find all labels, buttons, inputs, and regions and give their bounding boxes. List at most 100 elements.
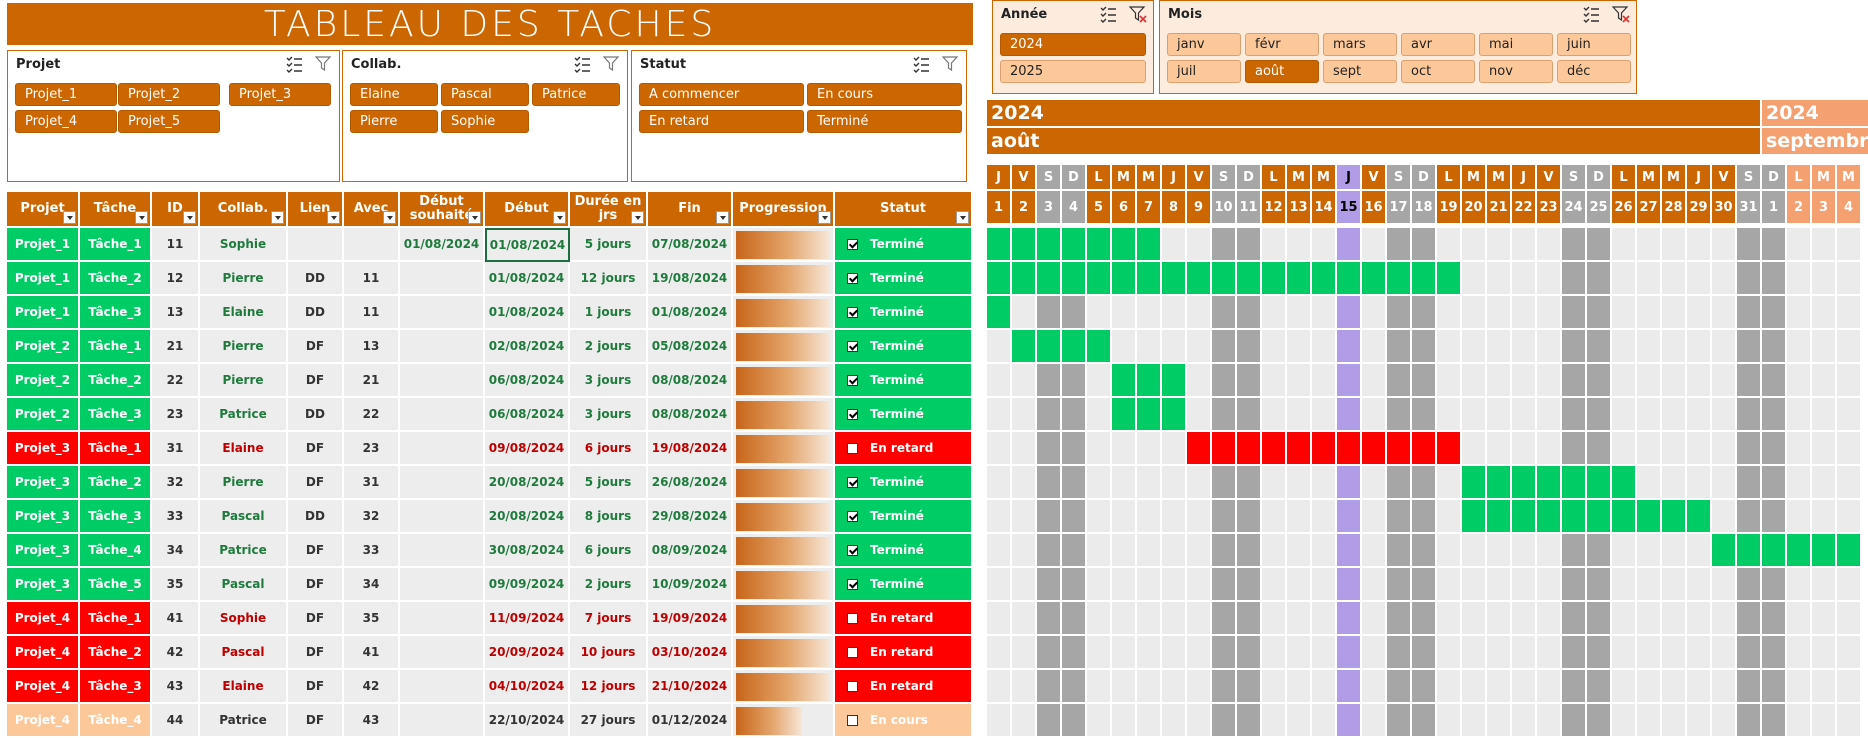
status-checkbox[interactable] [847,476,858,488]
table-cell-duree: 3 jours [570,398,648,432]
slicer-button-statut[interactable]: Terminé [807,110,962,133]
column-header-collab[interactable]: Collab. [200,192,288,226]
clear-filter-icon[interactable] [314,55,333,77]
status-checkbox[interactable] [847,510,858,522]
status-checkbox[interactable] [847,578,858,590]
filter-dropdown-icon[interactable] [63,211,76,224]
status-checkbox[interactable] [847,714,858,726]
clear-filter-icon[interactable] [1611,5,1630,27]
filter-dropdown-icon[interactable] [631,211,644,224]
slicer-button-collab[interactable]: Pascal [441,83,529,106]
gantt-day-letter: M [1837,163,1862,191]
column-header-projet[interactable]: Projet [7,192,80,226]
filter-dropdown-icon[interactable] [135,211,148,224]
clear-filter-icon[interactable] [1128,5,1147,27]
gantt-day-letter: M [1662,163,1687,191]
gantt-cell [1237,704,1262,738]
slicer-button-mois[interactable]: sept [1323,60,1397,83]
filter-dropdown-icon[interactable] [818,211,831,224]
filter-dropdown-icon[interactable] [468,211,481,224]
slicer-button-mois[interactable]: déc [1557,60,1631,83]
multi-select-icon[interactable] [285,55,303,77]
filter-dropdown-icon[interactable] [183,211,196,224]
gantt-cell [1087,398,1112,432]
gantt-cell [1412,296,1437,330]
slicer-button-collab[interactable]: Elaine [350,83,438,106]
filter-dropdown-icon[interactable] [271,211,284,224]
filter-dropdown-icon[interactable] [383,211,396,224]
slicer-button-mois[interactable]: juin [1557,33,1631,56]
gantt-cell [1512,568,1537,602]
clear-filter-icon[interactable] [602,55,621,77]
gantt-cell [1037,228,1062,262]
column-header-debut_souhaite[interactable]: Début souhaité [400,192,485,226]
status-checkbox[interactable] [847,680,858,692]
gantt-cell [1312,500,1337,534]
status-checkbox[interactable] [847,544,858,556]
multi-select-icon[interactable] [912,55,930,77]
status-checkbox[interactable] [847,306,858,318]
slicer-button-collab[interactable]: Patrice [532,83,620,106]
column-header-avec[interactable]: Avec [344,192,400,226]
slicer-button-mois[interactable]: avr [1401,33,1475,56]
column-header-label: Fin [678,201,701,216]
gantt-cell [1262,330,1287,364]
multi-select-icon[interactable] [573,55,591,77]
slicer-button-mois[interactable]: mai [1479,33,1553,56]
column-header-statut[interactable]: Statut [835,192,973,226]
filter-dropdown-icon[interactable] [956,211,969,224]
status-checkbox[interactable] [847,272,858,284]
gantt-cell [987,228,1012,262]
gantt-cell [1487,568,1512,602]
gantt-cell [1712,228,1737,262]
gantt-cell [987,296,1012,330]
column-header-duree[interactable]: Durée en jrs [570,192,648,226]
slicer-button-projet[interactable]: Projet_2 [118,83,220,106]
filter-dropdown-icon[interactable] [327,211,340,224]
column-header-id[interactable]: ID [152,192,200,226]
slicer-button-projet[interactable]: Projet_4 [15,110,117,133]
slicer-button-statut[interactable]: En cours [807,83,962,106]
slicer-button-mois[interactable]: nov [1479,60,1553,83]
filter-dropdown-icon[interactable] [716,211,729,224]
gantt-cell [1362,262,1387,296]
gantt-cell [1662,296,1687,330]
slicer-button-mois[interactable]: août [1245,60,1319,83]
column-header-fin[interactable]: Fin [648,192,733,226]
status-checkbox[interactable] [847,340,858,352]
slicer-button-mois[interactable]: janv [1167,33,1241,56]
status-checkbox[interactable] [847,408,858,420]
status-checkbox[interactable] [847,374,858,386]
clear-filter-icon[interactable] [941,55,960,77]
gantt-cell [1312,704,1337,738]
slicer-button-mois[interactable]: oct [1401,60,1475,83]
gantt-cell [1637,262,1662,296]
slicer-button-statut[interactable]: A commencer [639,83,804,106]
status-checkbox[interactable] [847,612,858,624]
filter-dropdown-icon[interactable] [553,211,566,224]
gantt-cell [1387,500,1412,534]
column-header-lien[interactable]: Lien [288,192,344,226]
slicer-button-annee[interactable]: 2025 [1000,60,1146,83]
slicer-button-mois[interactable]: févr [1245,33,1319,56]
slicer-button-collab[interactable]: Sophie [441,110,529,133]
multi-select-icon[interactable] [1099,5,1117,27]
slicer-button-projet[interactable]: Projet_5 [118,110,220,133]
slicer-button-mois[interactable]: juil [1167,60,1241,83]
status-checkbox[interactable] [847,238,858,250]
status-checkbox[interactable] [847,442,858,454]
column-header-debut[interactable]: Début [485,192,570,226]
slicer-button-mois[interactable]: mars [1323,33,1397,56]
slicer-button-statut[interactable]: En retard [639,110,804,133]
table-cell-fin: 21/10/2024 [648,670,733,704]
slicer-button-projet[interactable]: Projet_1 [15,83,117,106]
slicer-button-collab[interactable]: Pierre [350,110,438,133]
multi-select-icon[interactable] [1582,5,1600,27]
slicer-button-projet[interactable]: Projet_3 [229,83,331,106]
column-header-tache[interactable]: Tâche [80,192,152,226]
table-cell-projet: Projet_3 [7,432,80,466]
gantt-cell [1687,466,1712,500]
status-checkbox[interactable] [847,646,858,658]
slicer-button-annee[interactable]: 2024 [1000,33,1146,56]
column-header-progression[interactable]: Progression [733,192,835,226]
